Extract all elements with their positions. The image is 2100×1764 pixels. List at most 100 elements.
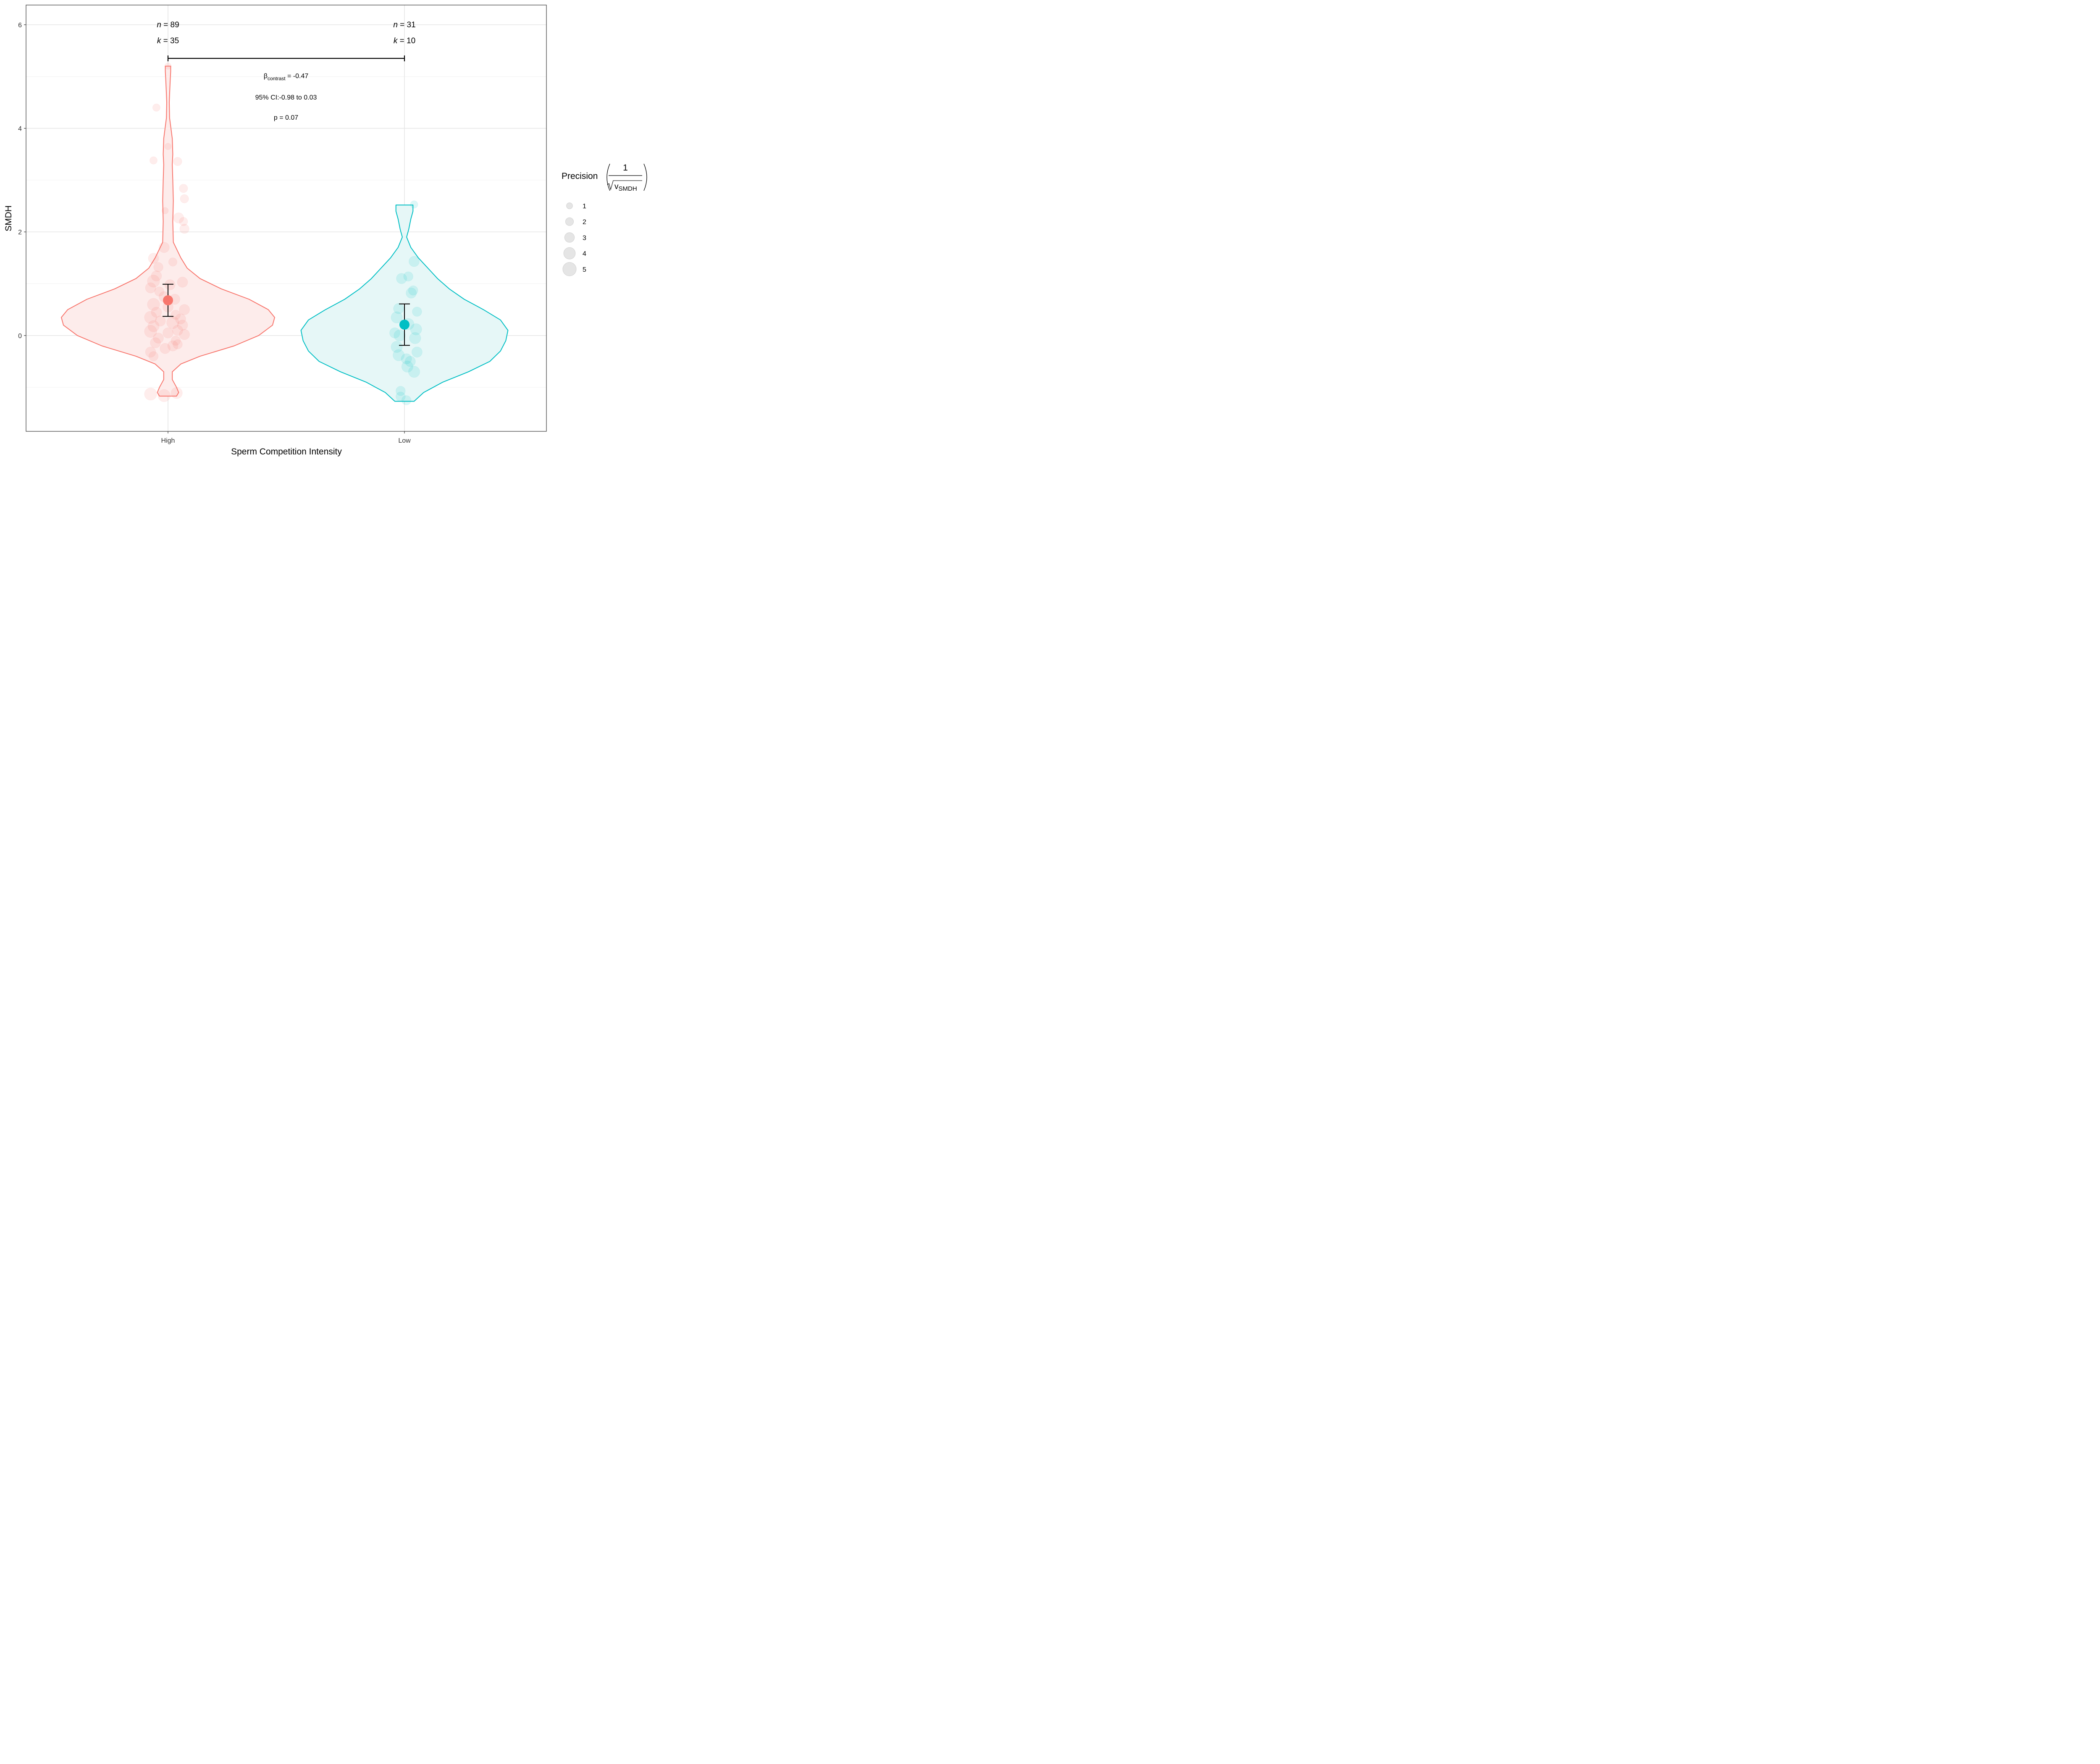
data-point xyxy=(148,351,159,361)
legend-keys: 1 2 3 4 5 xyxy=(562,202,586,276)
legend-key xyxy=(562,262,577,276)
legend-key xyxy=(566,202,573,209)
legend-title-denominator-sub: SMDH xyxy=(619,185,637,192)
data-point xyxy=(147,320,160,332)
data-point xyxy=(171,310,181,320)
data-point xyxy=(158,242,170,253)
data-point xyxy=(401,395,412,405)
data-point xyxy=(167,340,178,352)
legend-key-label: 4 xyxy=(583,250,586,257)
legend-title-denominator: vSMDH xyxy=(614,182,637,192)
x-tick-label: High xyxy=(161,437,175,444)
data-point xyxy=(144,311,157,324)
data-point xyxy=(171,387,183,399)
data-point xyxy=(179,224,189,234)
data-point xyxy=(151,270,162,281)
data-point xyxy=(393,303,404,314)
beta-subscript: contrast xyxy=(268,76,286,81)
legend-key xyxy=(565,217,574,226)
beta-symbol: β xyxy=(264,73,268,80)
data-point xyxy=(391,341,403,353)
legend-key-label: 2 xyxy=(583,219,586,226)
data-point xyxy=(175,313,186,325)
violins xyxy=(61,66,509,402)
legend-key-label: 5 xyxy=(583,266,586,273)
data-point xyxy=(144,325,157,338)
data-point xyxy=(148,253,159,264)
contrast-p-label: p = 0.07 xyxy=(274,114,298,121)
legend-paren-right xyxy=(643,163,647,191)
data-point xyxy=(179,184,188,193)
data-point xyxy=(154,286,165,297)
data-point xyxy=(408,366,420,378)
data-point xyxy=(177,276,188,288)
data-point xyxy=(396,391,406,402)
data-point xyxy=(389,327,400,339)
data-point xyxy=(147,275,160,288)
k-label: k = 35 xyxy=(157,37,179,45)
data-point xyxy=(161,207,169,214)
data-point xyxy=(179,304,190,315)
k-value: = 35 xyxy=(161,37,179,45)
data-point xyxy=(173,339,183,349)
beta-contrast-label: βcontrast = -0.47 xyxy=(264,73,309,81)
data-point xyxy=(158,389,171,402)
x-tick-label: Low xyxy=(398,437,411,444)
data-point xyxy=(410,323,422,336)
legend-title-numerator: 1 xyxy=(623,163,628,173)
k-label: k = 10 xyxy=(394,37,415,45)
data-point xyxy=(412,346,423,358)
y-axis-title: SMDH xyxy=(4,205,13,231)
data-point xyxy=(150,156,158,165)
data-points xyxy=(144,63,423,405)
data-point xyxy=(163,327,173,339)
data-point xyxy=(164,143,172,150)
n-value: = 31 xyxy=(398,21,416,29)
data-point xyxy=(179,329,190,340)
legend-key xyxy=(563,247,576,260)
data-point xyxy=(164,63,172,70)
legend-key xyxy=(564,232,575,243)
legend-title-denominator-var: v xyxy=(614,182,619,191)
data-point xyxy=(406,287,417,299)
data-point xyxy=(180,194,189,203)
violin-high xyxy=(61,66,275,397)
data-point xyxy=(151,307,162,318)
data-point xyxy=(173,212,184,223)
data-point xyxy=(391,311,403,323)
data-point xyxy=(394,329,406,341)
estimates xyxy=(163,284,410,346)
data-point xyxy=(179,217,188,226)
legend-sqrt-sign xyxy=(607,180,642,191)
data-point xyxy=(145,346,156,358)
y-axis: 0 2 4 6 xyxy=(18,22,26,340)
y-tick-label: 4 xyxy=(18,126,22,133)
data-point xyxy=(409,256,420,267)
data-point xyxy=(410,200,418,209)
estimate-point xyxy=(163,295,173,305)
legend-key-label: 3 xyxy=(583,234,586,242)
data-point xyxy=(147,298,160,311)
violin-chart: n = 89 k = 35 n = 31 k = 10 βcontrast = -0.4… xyxy=(4,5,647,457)
k-symbol: k xyxy=(394,37,398,45)
legend: Precision 1 vSMDH 1 2 3 4 5 xyxy=(562,163,647,276)
n-symbol: n xyxy=(393,21,398,29)
data-point xyxy=(177,320,188,331)
k-symbol: k xyxy=(157,37,162,45)
n-label: n = 89 xyxy=(157,21,179,29)
data-point xyxy=(401,353,412,365)
data-point xyxy=(155,315,166,327)
annotations: n = 89 k = 35 n = 31 k = 10 βcontrast = -0.4… xyxy=(157,21,415,121)
data-point xyxy=(150,337,161,349)
data-point xyxy=(168,257,178,267)
y-tick-label: 6 xyxy=(18,22,22,29)
data-point xyxy=(172,325,183,336)
data-point xyxy=(396,273,407,284)
legend-paren-left xyxy=(606,163,610,191)
data-point xyxy=(412,307,422,317)
data-point xyxy=(396,386,406,396)
data-point xyxy=(171,336,181,346)
y-tick-label: 2 xyxy=(18,229,22,236)
legend-title: Precision xyxy=(562,171,598,181)
data-point xyxy=(173,157,182,166)
